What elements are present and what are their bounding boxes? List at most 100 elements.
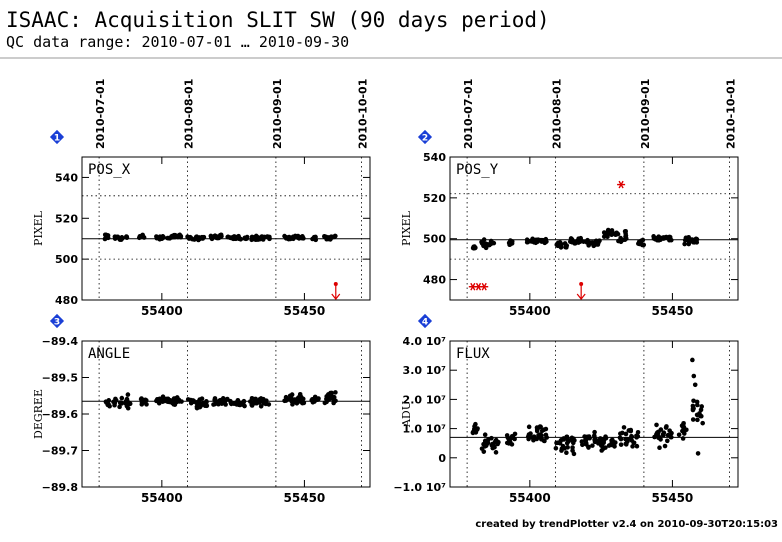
data-point [629, 434, 635, 440]
date-tick-label: 2010-10-01 [724, 79, 737, 149]
data-point [541, 438, 547, 443]
data-point [191, 398, 197, 404]
data-point [167, 399, 172, 405]
data-point [299, 235, 304, 241]
data-point [593, 437, 598, 442]
date-tick-label: 2010-08-01 [551, 79, 564, 149]
data-point [474, 427, 480, 432]
data-point [695, 451, 701, 456]
data-point [687, 239, 692, 245]
data-point [512, 436, 517, 442]
data-point [623, 236, 629, 241]
data-point [662, 443, 668, 449]
date-tick-label: 2010-09-01 [271, 79, 284, 149]
data-point [486, 242, 491, 247]
data-point [553, 445, 559, 451]
data-point [174, 399, 179, 405]
panel-number-badge [417, 129, 433, 145]
y-tick-label: 480 [55, 294, 78, 307]
y-tick-label: −89.5 [42, 372, 78, 385]
data-point [698, 407, 704, 413]
y-tick-label: 4.0 10⁷ [403, 335, 447, 348]
data-point [247, 399, 253, 404]
data-point [199, 402, 205, 408]
out-of-range-arrow [331, 282, 341, 300]
data-point [651, 234, 656, 239]
data-point [564, 434, 570, 440]
data-point [479, 446, 485, 451]
data-point [235, 400, 241, 406]
y-tick-label: −89.4 [42, 335, 79, 348]
x-tick-label: 55450 [284, 491, 326, 505]
data-point [539, 433, 544, 438]
data-point [174, 395, 180, 400]
data-point [569, 239, 575, 245]
data-point [136, 235, 142, 241]
data-point [256, 237, 261, 242]
out-of-range-arrow [576, 282, 586, 300]
date-tick-label: 2010-07-01 [462, 79, 475, 149]
data-point [472, 424, 477, 429]
panel-pos-y: 2010-07-01 2010-08-01 2010-09-01 2010-10-01… [400, 79, 739, 318]
data-point [584, 240, 590, 245]
data-point [654, 422, 659, 428]
data-point [700, 420, 705, 426]
data-point [596, 240, 601, 245]
data-point [223, 402, 228, 407]
data-point [125, 400, 131, 406]
data-point [484, 440, 490, 445]
data-point [257, 396, 263, 402]
data-point [201, 234, 207, 240]
data-point [628, 428, 634, 434]
data-point [583, 438, 589, 443]
data-point [189, 236, 194, 241]
data-point [635, 429, 641, 435]
data-point [679, 423, 685, 428]
data-point [603, 445, 608, 450]
data-point [591, 433, 597, 438]
data-point [220, 397, 225, 403]
data-point [580, 442, 585, 448]
data-point [105, 400, 110, 406]
arrow-head [331, 293, 341, 300]
data-point [630, 444, 635, 449]
data-point [157, 396, 162, 402]
data-point [526, 433, 531, 439]
data-point [232, 236, 238, 242]
data-point [568, 236, 574, 241]
data-point [315, 396, 321, 402]
data-point [204, 399, 209, 405]
outlier-stroke [618, 180, 624, 189]
y-tick-label: 0 [438, 452, 446, 465]
data-point [506, 438, 512, 443]
data-point [139, 399, 145, 405]
data-point [657, 445, 662, 451]
data-point [544, 435, 550, 440]
data-point [333, 398, 338, 404]
data-point [324, 396, 330, 401]
data-point [154, 398, 159, 404]
data-point [241, 398, 247, 404]
plot-frame [81, 156, 371, 301]
page-title: ISAAC: Acquisition SLIT SW (90 days peri… [6, 8, 550, 32]
y-tick-label: −89.7 [42, 445, 78, 458]
data-point [250, 235, 256, 240]
panel-flux: −1.0 10⁷ 0 1.0 10⁷ 2.0 10⁷ 3.0 10⁷ 4.0 10⁷ 554… [393, 313, 739, 505]
data-point [576, 236, 581, 241]
x-tick-label: 55400 [509, 304, 551, 318]
y-axis-label: PIXEL [32, 210, 45, 246]
date-tick-label: 2010-07-01 [94, 79, 107, 149]
data-point [289, 392, 295, 397]
data-point [680, 436, 686, 441]
data-point [211, 402, 216, 407]
y-tick-label: −1.0 10⁷ [393, 481, 446, 494]
data-point [562, 241, 568, 246]
data-point [112, 399, 118, 405]
data-point [293, 233, 298, 239]
data-point [620, 430, 625, 436]
data-point [623, 431, 629, 437]
data-point [570, 440, 576, 446]
data-point [154, 234, 159, 239]
data-point [295, 397, 301, 403]
data-point [212, 233, 218, 239]
